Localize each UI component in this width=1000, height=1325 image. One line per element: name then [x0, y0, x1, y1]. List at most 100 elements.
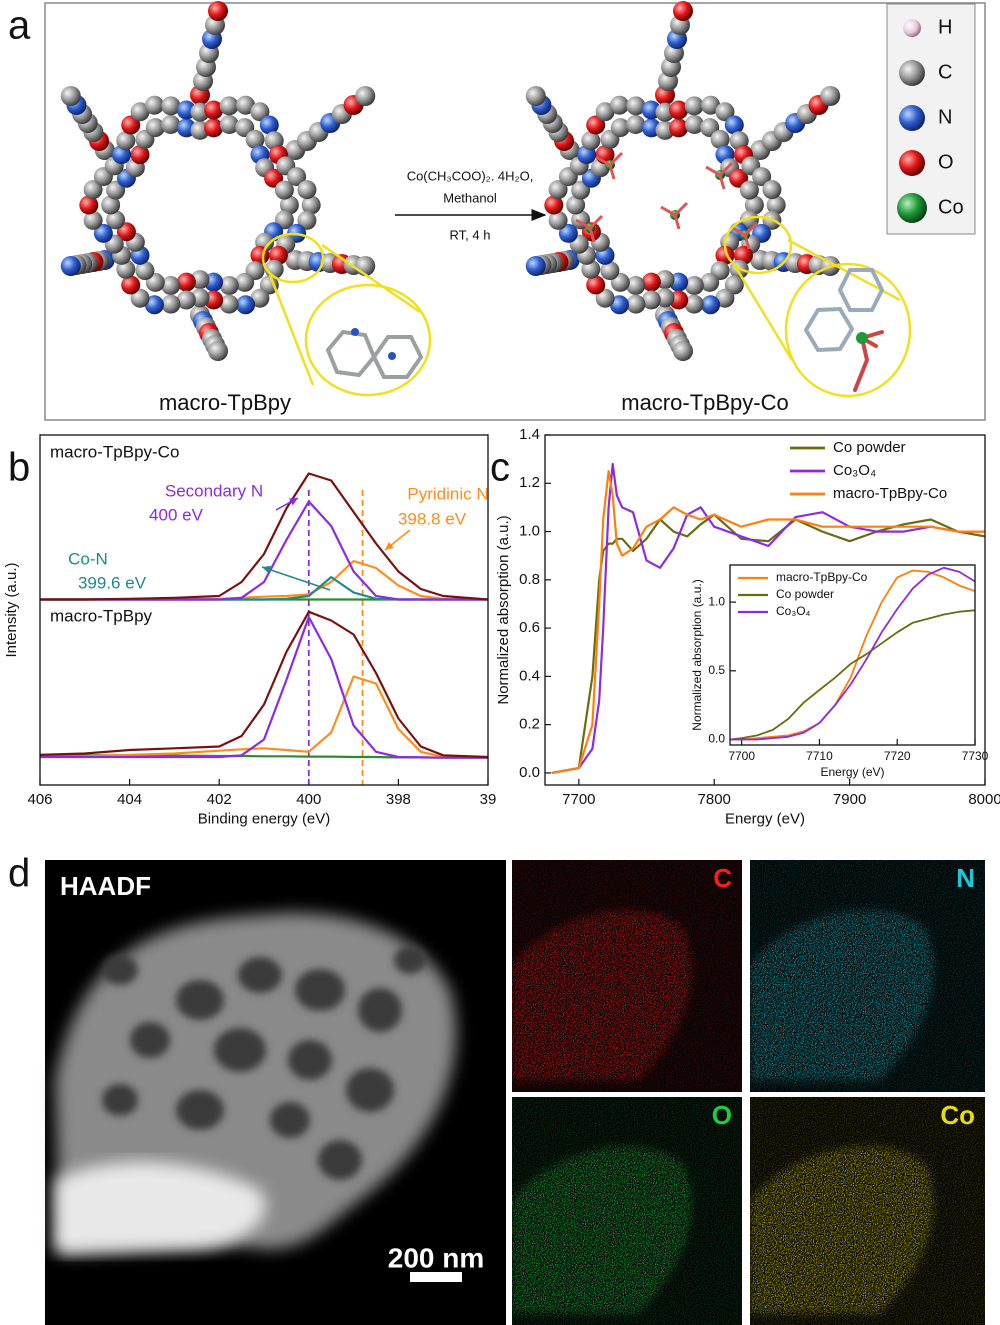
annotation: macro-TpBpy	[50, 606, 153, 625]
annotation: 398.8 eV	[398, 509, 467, 528]
series-line	[40, 675, 488, 759]
atom	[724, 275, 744, 295]
element-swatch	[903, 19, 921, 37]
element-label: H	[938, 16, 952, 38]
element-map-signal	[750, 1097, 985, 1325]
series-line	[551, 470, 985, 774]
x-tick-label: 7800	[698, 791, 731, 808]
atom	[388, 352, 396, 360]
atom	[856, 332, 868, 344]
panel-label: b	[8, 446, 30, 490]
element-swatch	[899, 150, 925, 176]
atom	[626, 276, 646, 296]
atom	[586, 275, 606, 295]
x-axis-label: Energy (eV)	[820, 765, 884, 779]
atom	[145, 118, 165, 138]
atom	[701, 95, 721, 115]
atom	[161, 114, 181, 134]
atom	[752, 167, 772, 187]
y-tick-label: 0.6	[519, 619, 540, 636]
atom	[219, 114, 239, 134]
x-tick-label: 39	[480, 791, 497, 808]
atom	[297, 210, 317, 230]
legend-label: Co₃O₄	[833, 462, 876, 479]
atom	[130, 102, 150, 122]
ligand	[660, 201, 689, 230]
atom	[525, 86, 546, 106]
atom	[116, 131, 136, 151]
element-swatch	[899, 60, 925, 86]
atom	[566, 195, 586, 215]
atom	[204, 118, 224, 138]
atom	[739, 180, 759, 200]
atom	[669, 118, 689, 138]
reaction-condition: RT, 4 h	[450, 227, 491, 242]
atom	[581, 131, 601, 151]
reaction-condition: Methanol	[443, 190, 497, 205]
annotation: macro-TpBpy-Co	[50, 442, 179, 461]
x-tick-label: 402	[207, 791, 232, 808]
series-line	[40, 500, 488, 601]
atom	[684, 276, 704, 296]
atom	[93, 223, 113, 243]
atom	[700, 272, 720, 292]
atom	[710, 129, 730, 149]
atom	[250, 102, 270, 122]
image-label: Co	[940, 1100, 975, 1130]
atom	[161, 294, 181, 314]
map-particle	[750, 910, 934, 1081]
legend-label: Co powder	[833, 439, 906, 456]
annotation: Co-N	[68, 549, 108, 568]
reaction-condition: Co(CH₃COO)₂. 4H₂O,	[407, 168, 534, 183]
atom	[673, 1, 693, 21]
atom	[236, 95, 256, 115]
scale-bar-label: 200 nm	[388, 1242, 485, 1273]
element-legend-items: H C N O Co	[897, 16, 964, 223]
panel-label: d	[8, 852, 30, 896]
atom	[673, 341, 693, 361]
legend-label: macro-TpBpy-Co	[776, 570, 868, 584]
element-swatch	[899, 105, 925, 131]
atom	[204, 100, 224, 120]
atom	[259, 275, 279, 295]
atom	[60, 86, 81, 106]
y-axis-label: Normalized absorption (a.u.)	[495, 515, 512, 704]
atom	[130, 145, 150, 165]
annotation: 400 eV	[149, 505, 204, 524]
atom	[701, 295, 721, 315]
atom	[208, 1, 228, 21]
panel-label: c	[490, 446, 510, 490]
x-axis-label: Binding energy (eV)	[198, 810, 331, 827]
atom	[595, 288, 615, 308]
atom	[715, 102, 735, 122]
panel-label: a	[8, 4, 31, 48]
structure-label: macro-TpBpy-Co	[621, 390, 788, 415]
element-label: Co	[938, 196, 964, 218]
element-map-signal	[512, 860, 742, 1092]
atom	[60, 256, 81, 276]
atom	[558, 223, 578, 243]
atom	[176, 272, 196, 292]
atom	[208, 341, 228, 361]
element-label: C	[938, 61, 952, 83]
element-map-signal	[750, 860, 985, 1092]
series-line	[40, 610, 488, 759]
plot-frame	[39, 434, 489, 786]
y-tick-label: 1.0	[519, 523, 540, 540]
atom	[351, 328, 359, 336]
ligand	[705, 161, 734, 190]
x-tick-label: 400	[296, 791, 321, 808]
plot-background	[730, 565, 975, 745]
atom	[626, 96, 646, 116]
atom	[79, 195, 99, 215]
ligand	[730, 221, 759, 250]
atom	[235, 272, 255, 292]
structure-left	[60, 1, 376, 361]
arrow-head	[262, 565, 271, 574]
y-tick-label: 0.2	[519, 716, 540, 733]
atom	[548, 210, 568, 230]
atom	[259, 115, 279, 135]
legend-label: macro-TpBpy-Co	[833, 485, 947, 502]
y-tick-label: 0.5	[708, 663, 725, 677]
